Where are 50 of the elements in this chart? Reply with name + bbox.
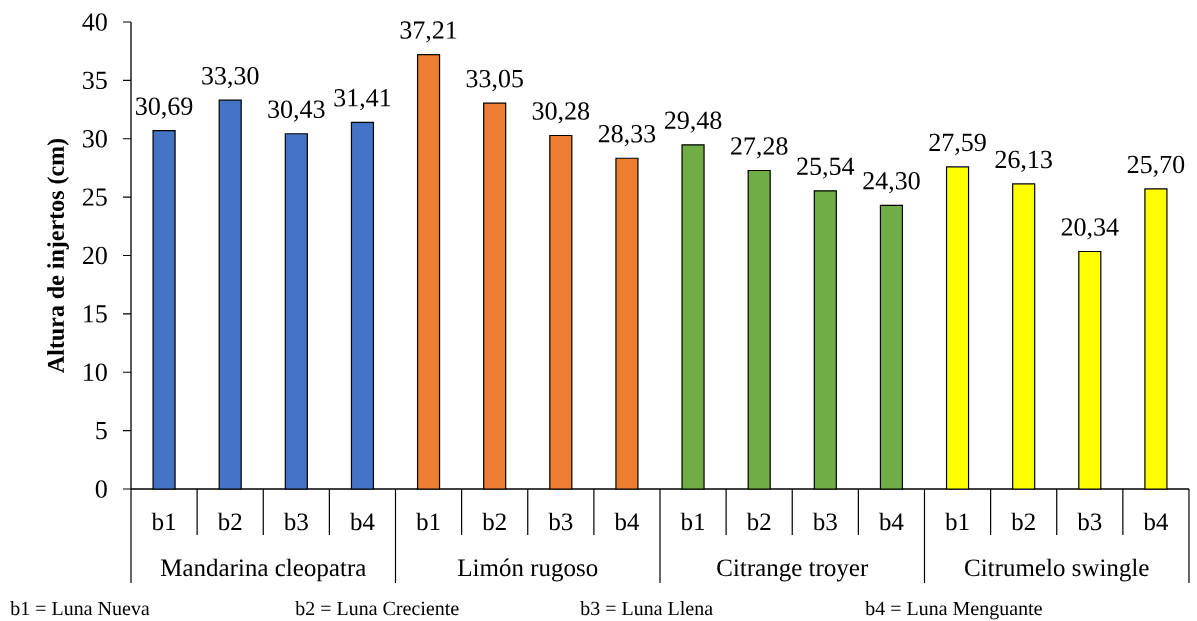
text: b4 = Luna Menguante [865,601,1042,620]
x-tick-label: b3 [283,512,308,531]
x-tick-label: b2 [482,512,506,531]
x-tick-label: b2 [1011,512,1035,531]
y-axis-title: Altura de injertos (cm) [47,138,69,373]
legend-label: Limón rugoso [457,558,598,582]
x-tick-label: b4 [614,512,640,531]
x-tick-label: b2 [746,512,771,531]
y-tick-label: 35 [83,71,107,90]
x-tick-label: b1 [416,512,440,531]
text: b1 = Luna Nueva [10,601,150,616]
data-label: 26,13 [995,150,1052,172]
x-tick-label: b4 [1143,512,1169,531]
data-label: 29,48 [664,111,722,133]
data-label: 28,33 [598,124,656,147]
data-label: 31,41 [334,89,391,111]
data-label: 30,28 [532,102,590,124]
x-tick-label: b3 [1077,512,1102,531]
x-tick-label: b4 [349,512,375,531]
y-tick-label: 40 [82,13,107,31]
data-label: 30,43 [268,100,325,122]
y-tick-label: 25 [82,188,107,206]
data-label: 33,05 [466,69,523,92]
y-tick-label: 10 [84,363,107,382]
y-tick-label: 5 [96,421,107,440]
y-tick-label: 20 [82,246,107,265]
data-label: 20,34 [1061,218,1119,240]
y-tick-label: 15 [84,305,107,323]
x-tick-label: b3 [812,512,837,531]
legend-label: Citrumelo swingle [965,558,1149,582]
x-tick-label: b3 [548,512,573,531]
data-label: 30,69 [136,97,193,119]
x-tick-label: b4 [878,512,904,531]
data-label: 33,30 [202,66,259,89]
x-tick-label: b2 [217,512,242,531]
data-label: 27,59 [929,133,986,155]
data-label: 24,30 [863,171,920,194]
y-tick-label: 0 [95,480,107,498]
text: b3 = Luna Llena [580,601,713,616]
legend-label: Citrange troyer [717,559,869,582]
x-tick-label: b1 [151,512,176,531]
legend-label: Mandarina cleopatra [160,558,366,582]
x-tick-label: b1 [680,512,705,531]
data-label: 25,54 [797,157,855,179]
x-tick-label: b1 [945,512,969,531]
data-label: 25,70 [1127,155,1185,177]
data-label: 37,21 [400,21,457,43]
text: b2 = Luna Creciente [295,601,459,616]
y-tick-label: 30 [83,129,107,148]
data-label: 27,28 [731,137,788,159]
